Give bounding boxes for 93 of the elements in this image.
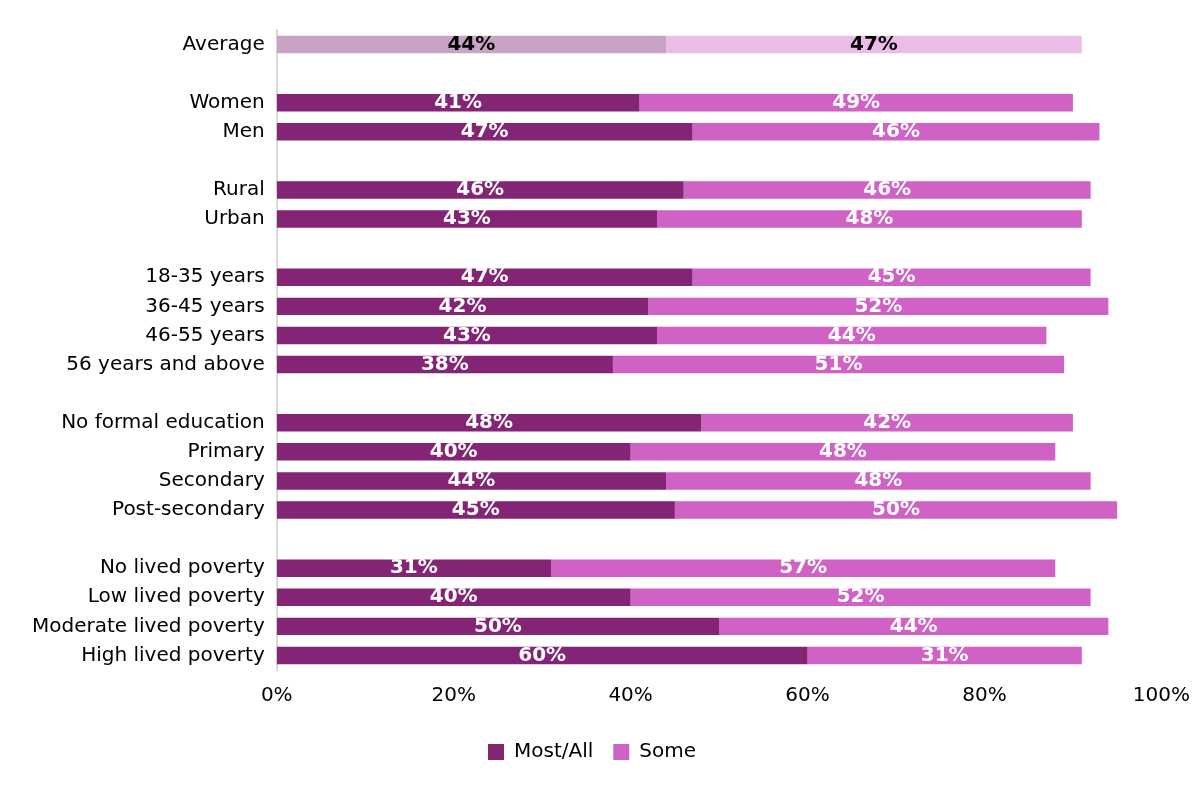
bar: [807, 646, 1082, 665]
bar: [666, 472, 1091, 490]
bar: [276, 355, 613, 374]
data-label: 46%: [863, 176, 912, 201]
y-tick-label: Men: [222, 118, 265, 143]
bar: [630, 588, 1091, 606]
y-tick-label: Rural: [213, 176, 265, 201]
data-label: 47%: [849, 30, 898, 55]
bar: [276, 210, 658, 228]
x-tick-label: 40%: [608, 682, 653, 707]
data-label: 44%: [827, 321, 876, 346]
y-tick-label: 46-55 years: [145, 321, 265, 346]
data-label: 42%: [863, 408, 912, 433]
y-tick-label: Low lived poverty: [87, 583, 265, 608]
bar: [551, 559, 1056, 577]
y-tick-label: No lived poverty: [99, 554, 265, 579]
data-label: 42%: [438, 292, 487, 317]
bar: [666, 35, 1082, 54]
bar: [276, 181, 684, 199]
data-label: 48%: [819, 438, 867, 463]
data-label: 48%: [854, 467, 903, 492]
bar: [701, 414, 1073, 432]
bar: [276, 414, 702, 432]
x-tick-label: 60%: [785, 682, 830, 707]
data-label: 44%: [889, 612, 938, 637]
bar: [276, 94, 640, 112]
y-tick-label: Average: [182, 30, 265, 55]
y-tick-label: 36-45 years: [145, 292, 265, 317]
bar: [276, 297, 649, 316]
legend-label: Some: [639, 738, 696, 763]
data-label: 49%: [832, 88, 881, 113]
x-tick-label: 100%: [1132, 682, 1190, 707]
data-label: 47%: [460, 118, 509, 143]
bar: [719, 617, 1109, 636]
bar: [276, 501, 675, 519]
x-tick-label: 80%: [962, 682, 1007, 707]
data-label: 46%: [872, 118, 920, 143]
y-tick-label: 56 years and above: [66, 350, 265, 375]
data-label: 50%: [872, 496, 920, 521]
data-label: 38%: [420, 350, 469, 375]
data-label: 57%: [779, 554, 828, 579]
data-label: 41%: [434, 88, 483, 113]
bar: [648, 297, 1109, 316]
bar: [276, 268, 693, 286]
bar: [657, 210, 1082, 228]
bar: [276, 559, 551, 577]
y-tick-label: Moderate lived poverty: [31, 612, 265, 637]
bar: [276, 617, 720, 636]
bar: [276, 588, 631, 606]
data-label: 50%: [473, 612, 522, 637]
y-tick-label: High lived poverty: [81, 641, 265, 666]
bar: [276, 646, 808, 665]
x-tick-label: 20%: [431, 682, 476, 707]
data-label: 46%: [456, 176, 505, 201]
data-label: 43%: [443, 321, 491, 346]
data-label: 45%: [451, 496, 500, 521]
data-label: 31%: [920, 641, 969, 666]
data-label: 44%: [447, 30, 496, 55]
bar: [683, 181, 1091, 199]
data-label: 48%: [465, 408, 514, 433]
data-label: 60%: [518, 641, 567, 666]
bar: [639, 94, 1073, 112]
bar: [276, 123, 693, 141]
data-label: 45%: [867, 263, 916, 288]
data-label: 52%: [836, 583, 885, 608]
y-tick-label: Secondary: [158, 467, 265, 492]
y-tick-label: Primary: [187, 438, 265, 463]
y-tick-label: 18-35 years: [145, 263, 265, 288]
data-label: 51%: [814, 350, 863, 375]
data-label: 31%: [389, 554, 438, 579]
bar: [692, 268, 1091, 286]
data-label: 48%: [845, 205, 894, 230]
y-tick-label: Urban: [204, 205, 265, 230]
y-tick-label: Post-secondary: [112, 496, 265, 521]
bar: [276, 443, 631, 461]
bar: [276, 326, 658, 345]
data-label: 52%: [854, 292, 903, 317]
y-tick-label: Women: [189, 88, 265, 113]
data-label: 40%: [429, 438, 478, 463]
data-label: 40%: [429, 583, 478, 608]
bar: [612, 355, 1065, 374]
x-tick-label: 0%: [260, 682, 293, 707]
bar: [657, 326, 1047, 345]
bar: [692, 123, 1100, 141]
data-label: 47%: [460, 263, 509, 288]
data-label: 43%: [443, 205, 491, 230]
y-tick-label: No formal education: [61, 408, 265, 433]
bar: [674, 501, 1118, 519]
legend-label: Most/All: [514, 738, 594, 763]
bar: [276, 35, 666, 54]
bar: [630, 443, 1056, 461]
bar: [276, 472, 666, 490]
data-label: 44%: [447, 467, 496, 492]
